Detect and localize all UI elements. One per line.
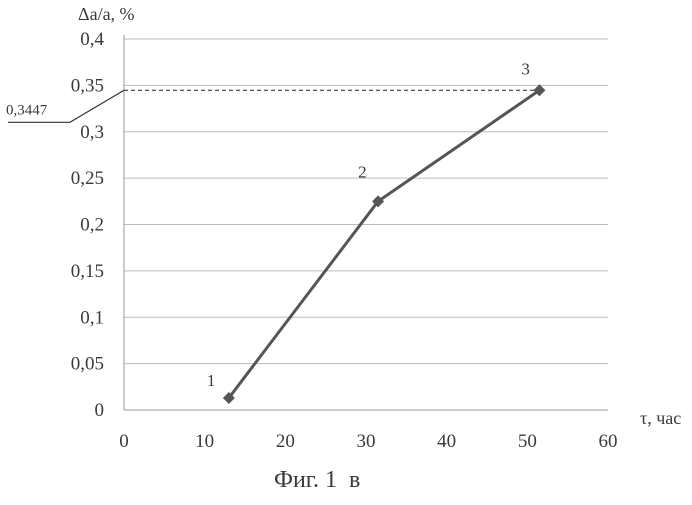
y-tick-label: 0,15: [71, 261, 104, 282]
series-line: [229, 90, 540, 398]
x-tick-label: 60: [599, 431, 618, 452]
x-tick-label: 50: [518, 431, 537, 452]
x-tick-label: 10: [195, 431, 214, 452]
x-tick-label: 40: [437, 431, 456, 452]
data-point-label: 2: [358, 162, 367, 181]
x-tick-label: 20: [276, 431, 295, 452]
y-tick-label: 0,2: [80, 215, 104, 236]
data-point-label: 3: [521, 59, 530, 78]
callout-value-label: 0,3447: [6, 102, 48, 118]
y-tick-label: 0,05: [71, 354, 104, 375]
figure-caption: Фиг. 1 в: [274, 467, 360, 493]
y-tick-label: 0,25: [71, 168, 104, 189]
y-tick-label: 0,1: [80, 307, 104, 328]
y-tick-label: 0,3: [80, 122, 104, 143]
data-point-label: 1: [207, 371, 216, 390]
x-tick-label: 0: [119, 431, 129, 452]
y-tick-label: 0: [95, 400, 105, 421]
x-tick-label: 30: [357, 431, 376, 452]
y-tick-label: 0,4: [80, 29, 104, 50]
y-axis-title: Δa/a, %: [78, 4, 135, 24]
y-tick-label: 0,35: [71, 75, 104, 96]
grid-layer: [124, 39, 608, 364]
x-axis-title: τ, час: [640, 408, 681, 428]
